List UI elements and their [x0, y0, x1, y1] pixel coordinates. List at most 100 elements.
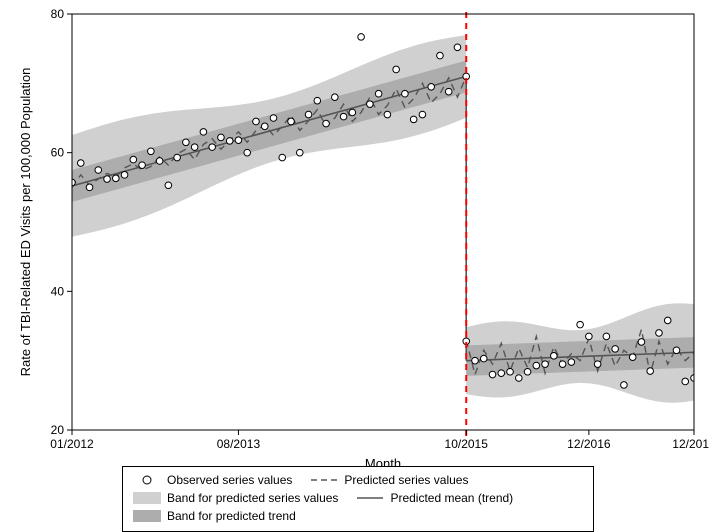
observed-point — [218, 134, 225, 141]
y-tick-label: 80 — [51, 7, 65, 21]
observed-point — [682, 378, 689, 385]
observed-point — [594, 361, 601, 368]
observed-point — [428, 84, 435, 91]
observed-point — [121, 172, 128, 179]
legend-label: Predicted mean (trend) — [390, 491, 513, 505]
observed-point — [77, 160, 84, 167]
legend-row: Band for predicted trend — [133, 507, 583, 525]
y-tick-label: 60 — [51, 146, 65, 160]
observed-point — [542, 361, 549, 368]
observed-point — [533, 362, 540, 369]
observed-point — [568, 359, 575, 366]
observed-point — [288, 118, 295, 125]
legend-swatch — [356, 491, 384, 505]
legend-row: Observed series values Predicted series v… — [133, 471, 583, 489]
legend-swatch — [133, 491, 161, 505]
observed-point — [498, 370, 505, 377]
observed-point — [445, 88, 452, 95]
observed-point — [261, 123, 268, 130]
observed-point — [454, 44, 461, 51]
observed-point — [402, 90, 409, 97]
observed-point — [349, 109, 356, 116]
observed-point — [375, 90, 382, 97]
legend-label: Band for predicted series values — [167, 491, 338, 505]
observed-point — [647, 368, 654, 375]
observed-point — [86, 184, 93, 191]
observed-point — [332, 94, 339, 101]
observed-point — [656, 330, 663, 337]
legend-swatch — [310, 473, 338, 487]
y-axis-label: Rate of TBI-Related ED Visits per 100,00… — [18, 68, 33, 377]
observed-point — [165, 182, 172, 189]
observed-point — [419, 111, 426, 118]
observed-point — [621, 382, 628, 389]
observed-point — [358, 34, 365, 41]
observed-point — [104, 176, 111, 183]
observed-point — [551, 353, 558, 360]
observed-point — [437, 52, 444, 59]
observed-point — [130, 156, 137, 163]
observed-point — [156, 158, 163, 165]
ts-chart: 20 40 60 80 01/2012 08/2013 10/2015 12/2016 12/2… — [0, 0, 709, 530]
x-tick-label: 12/2016 — [567, 437, 611, 451]
y-tick-label: 40 — [51, 284, 65, 298]
observed-point — [314, 97, 321, 104]
legend-label: Band for predicted trend — [167, 509, 296, 523]
observed-point — [244, 149, 251, 156]
chart-legend: Observed series values Predicted series v… — [122, 466, 594, 532]
observed-point — [577, 321, 584, 328]
observed-point — [612, 346, 619, 353]
observed-point — [340, 113, 347, 120]
observed-point — [367, 101, 374, 108]
legend-row: Band for predicted series values Predicte… — [133, 489, 583, 507]
observed-point — [226, 138, 233, 145]
observed-point — [113, 175, 120, 182]
observed-point — [174, 154, 181, 161]
x-tick-label: 12/2017 — [672, 437, 709, 451]
observed-point — [305, 111, 312, 118]
observed-point — [586, 333, 593, 340]
observed-point — [507, 368, 514, 375]
observed-point — [559, 361, 566, 368]
observed-point — [279, 154, 286, 161]
observed-point — [200, 129, 207, 136]
observed-point — [515, 375, 522, 382]
legend-label: Predicted series values — [344, 473, 468, 487]
x-tick-label: 08/2013 — [217, 437, 261, 451]
observed-point — [183, 139, 190, 146]
observed-point — [296, 149, 303, 156]
observed-point — [489, 371, 496, 378]
observed-point — [472, 357, 479, 364]
legend-swatch — [133, 509, 161, 523]
observed-point — [209, 144, 216, 151]
observed-point — [629, 354, 636, 361]
legend-item-observed: Observed series values — [133, 471, 292, 489]
x-tick-label: 10/2015 — [445, 437, 489, 451]
observed-point — [323, 120, 330, 127]
legend-item-band_inner: Band for predicted trend — [133, 507, 296, 525]
observed-point — [410, 116, 417, 123]
observed-point — [638, 339, 645, 346]
observed-point — [524, 368, 531, 375]
observed-point — [393, 66, 400, 73]
x-tick-label: 01/2012 — [50, 437, 94, 451]
observed-point — [384, 111, 391, 118]
legend-label: Observed series values — [167, 473, 292, 487]
observed-point — [191, 144, 198, 151]
observed-point — [235, 137, 242, 144]
observed-point — [673, 347, 680, 354]
y-tick-label: 20 — [51, 423, 65, 437]
legend-item-band_outer: Band for predicted series values — [133, 489, 338, 507]
observed-point — [270, 115, 277, 122]
legend-swatch — [133, 473, 161, 487]
observed-point — [148, 148, 155, 155]
observed-point — [95, 167, 102, 174]
legend-item-trend: Predicted mean (trend) — [356, 489, 513, 507]
observed-point — [664, 317, 671, 324]
observed-point — [253, 118, 260, 125]
observed-point — [603, 333, 610, 340]
chart-canvas: 20 40 60 80 01/2012 08/2013 10/2015 12/2016 12/2… — [0, 0, 709, 530]
legend-item-predicted: Predicted series values — [310, 471, 468, 489]
observed-point — [139, 162, 146, 169]
observed-point — [480, 355, 487, 362]
